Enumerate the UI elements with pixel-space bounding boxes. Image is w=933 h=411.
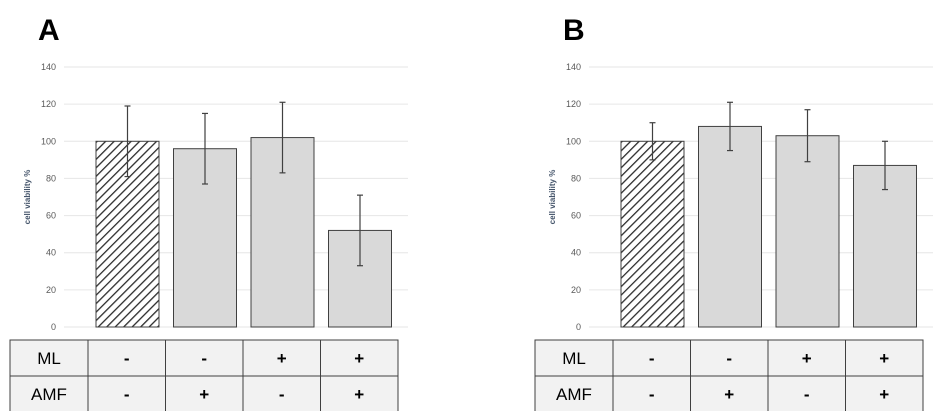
y-tick-label: 20 <box>46 285 56 295</box>
table-cell-value: + <box>879 349 889 368</box>
table-cell-value: + <box>802 349 812 368</box>
y-tick-label: 140 <box>41 62 56 72</box>
y-tick-label: 0 <box>576 322 581 332</box>
y-tick-label: 140 <box>566 62 581 72</box>
table-cell-value: + <box>354 349 364 368</box>
table-cell-value: - <box>201 349 207 368</box>
table-cell-value: + <box>879 385 889 404</box>
chart-panel-b: B 0 20 40 60 80 100 120 140 cell viability % ML - - +… <box>525 0 933 411</box>
y-tick-label: 120 <box>566 99 581 109</box>
y-tick-label: 60 <box>46 211 56 221</box>
panel-label-a: A <box>38 14 60 47</box>
panel-label-b: B <box>563 14 585 47</box>
y-tick-label: 60 <box>571 211 581 221</box>
y-tick-label: 40 <box>571 248 581 258</box>
table-cell-value: - <box>649 349 655 368</box>
table-cell-value: + <box>354 385 364 404</box>
table-cell-value: + <box>724 385 734 404</box>
table-cell-value: - <box>804 385 810 404</box>
bar <box>621 141 684 327</box>
table-cell-value: - <box>279 385 285 404</box>
bar <box>776 136 839 327</box>
y-tick-label: 100 <box>566 136 581 146</box>
table-row-label: ML <box>562 349 586 368</box>
y-axis-title: cell viability % <box>23 170 32 225</box>
condition-table: ML - - + + AMF - + - + <box>10 340 398 411</box>
y-tick-label: 120 <box>41 99 56 109</box>
y-tick-label: 0 <box>51 322 56 332</box>
bar <box>699 126 762 327</box>
y-tick-label: 20 <box>571 285 581 295</box>
table-cell-value: + <box>277 349 287 368</box>
table-cell-value: - <box>649 385 655 404</box>
y-tick-label: 100 <box>41 136 56 146</box>
table-row-label: AMF <box>31 385 67 404</box>
condition-table: ML - - + + AMF - + - + <box>535 340 923 411</box>
y-axis-title: cell viability % <box>548 170 557 225</box>
table-cell-value: - <box>124 385 130 404</box>
table-cell-value: + <box>199 385 209 404</box>
table-row-label: ML <box>37 349 61 368</box>
y-tick-label: 80 <box>46 173 56 183</box>
table-row-label: AMF <box>556 385 592 404</box>
y-tick-label: 40 <box>46 248 56 258</box>
y-tick-label: 80 <box>571 173 581 183</box>
table-cell-value: - <box>124 349 130 368</box>
chart-panel-a: A 0 20 40 60 80 100 120 140 cell viability % ML - - +… <box>0 0 408 411</box>
table-cell-value: - <box>726 349 732 368</box>
